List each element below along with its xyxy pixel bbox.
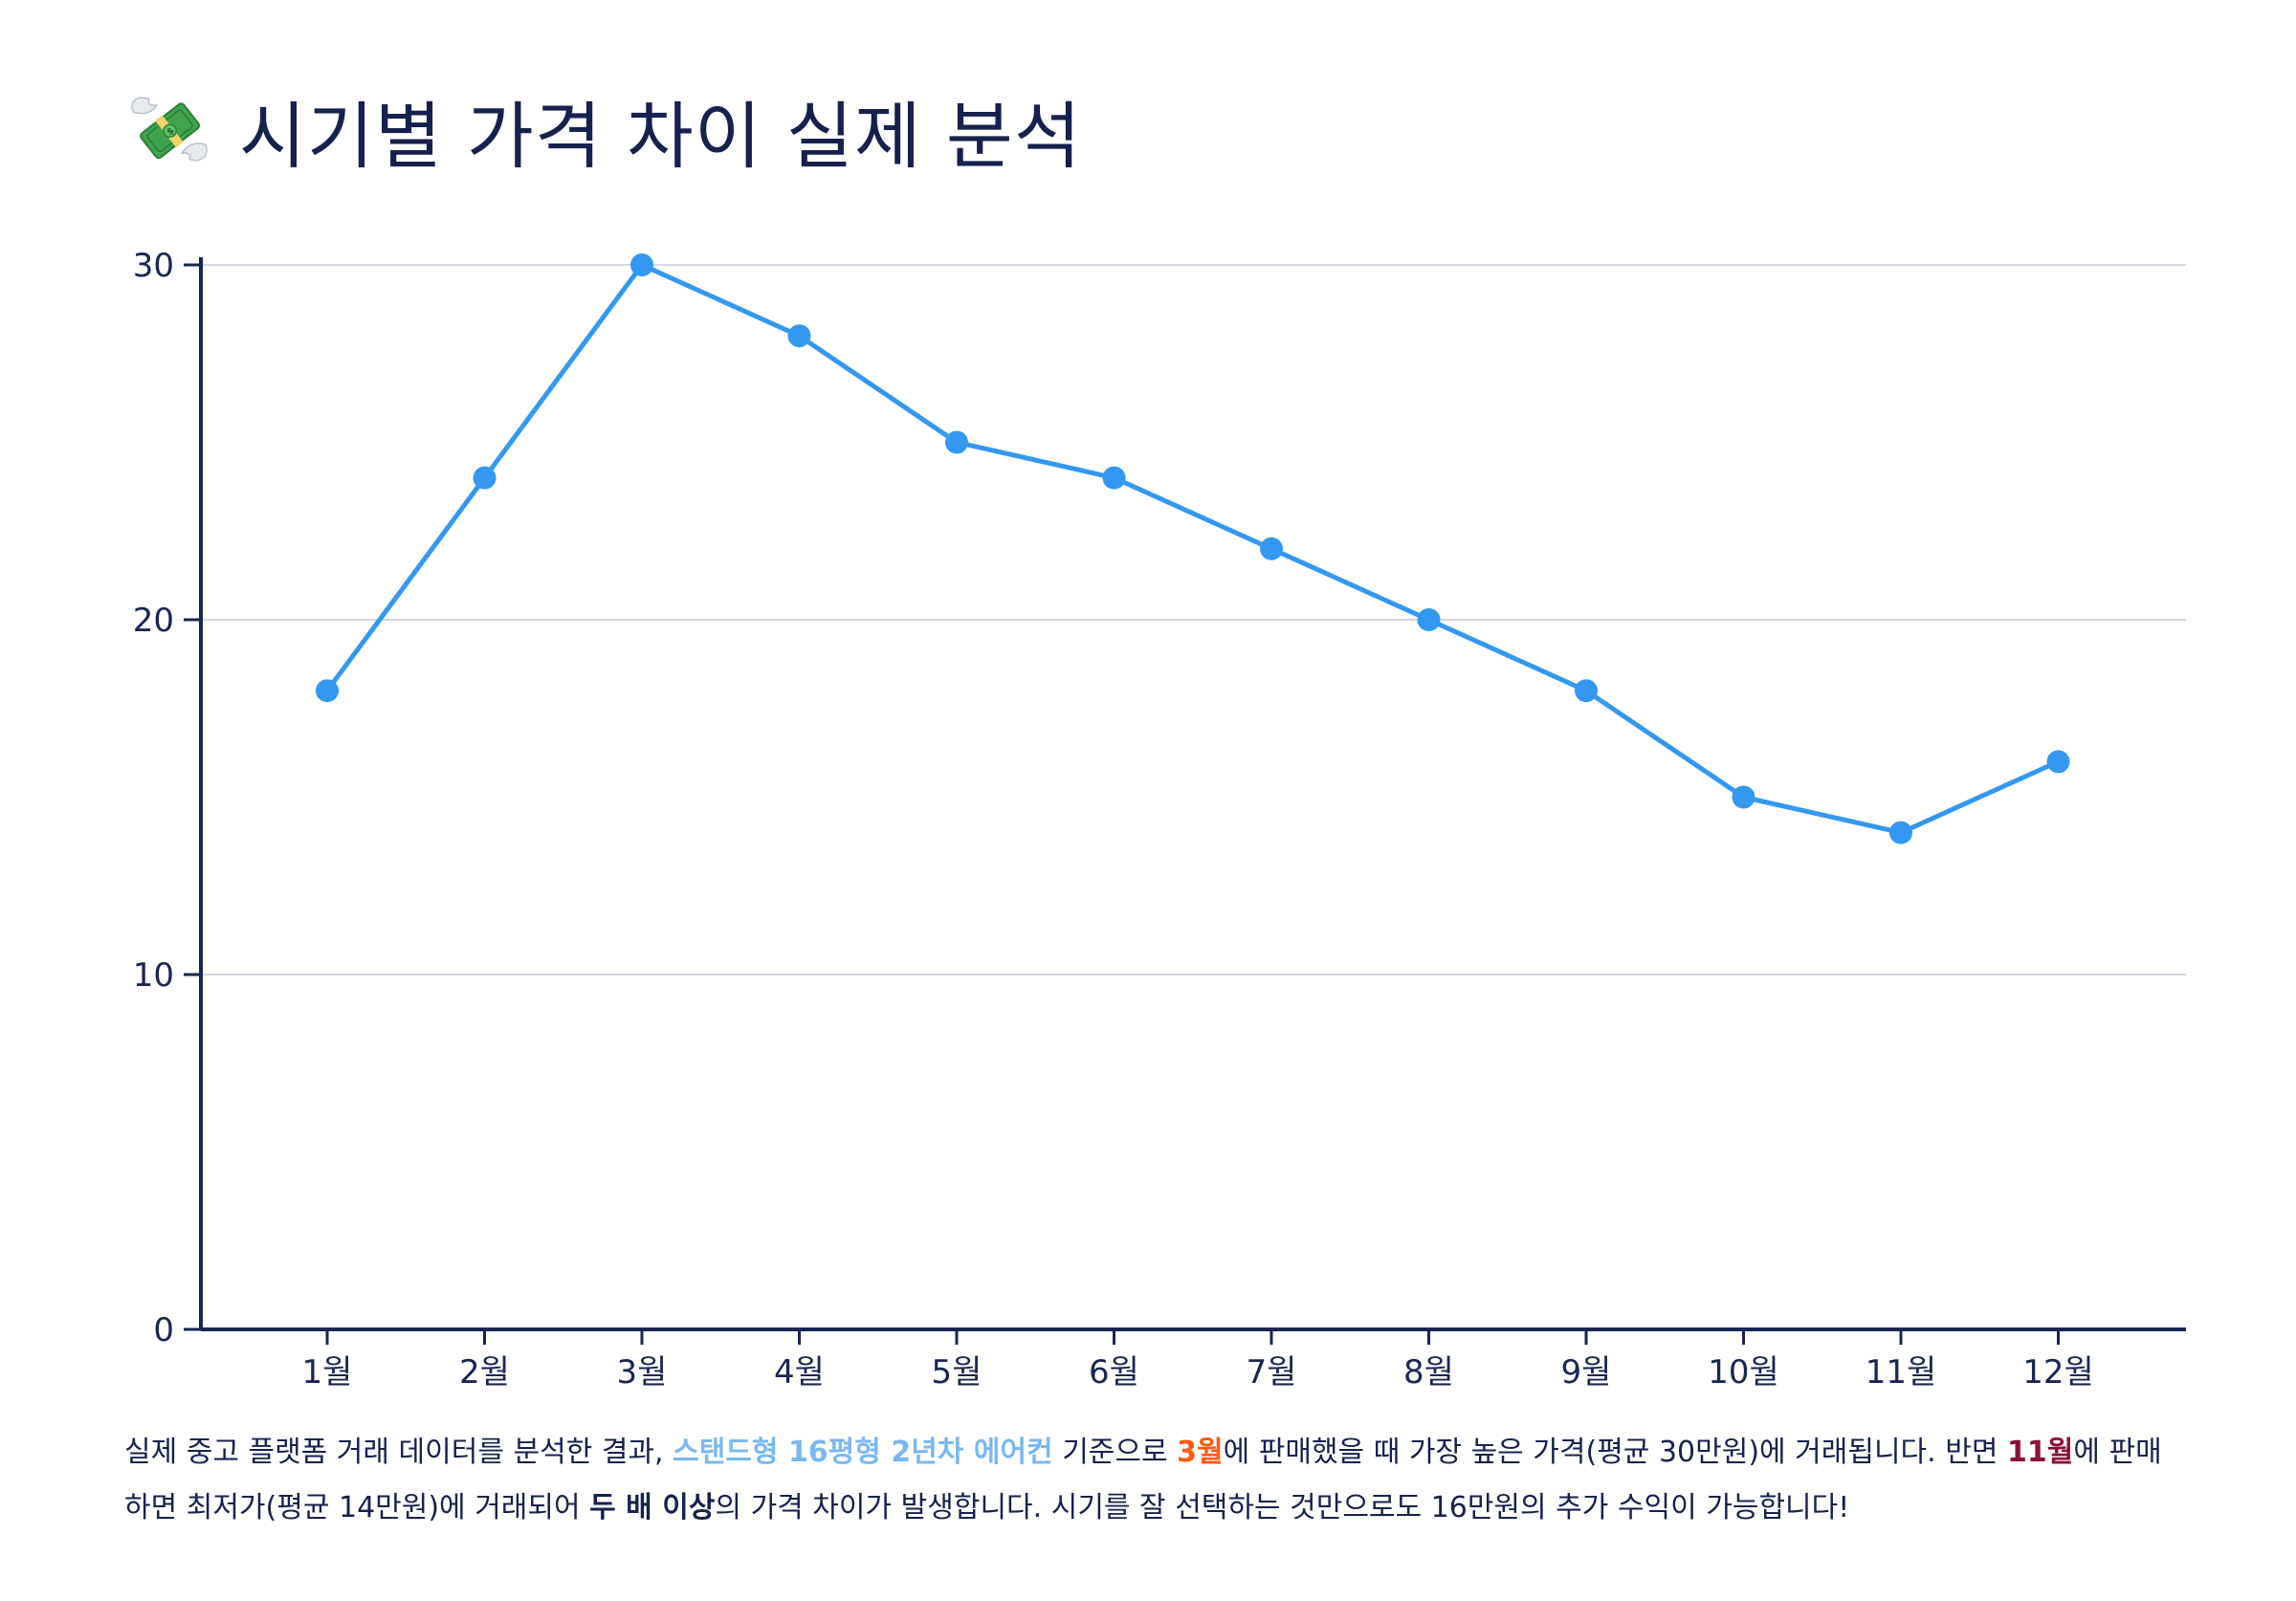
data-point-10월 [1732,785,1755,809]
caption-text-1: 실제 중고 플랫폼 거래 데이터를 분석한 결과, [124,1436,673,1469]
y-tick-label-10: 10 [133,956,174,995]
grid-lines [201,264,2186,976]
y-tick-label-30: 30 [133,247,174,285]
data-point-7월 [1260,537,1283,560]
caption-text-5: 의 가격 차이가 발생합니다. 시기를 잘 선택하는 것만으로도 16만원의 추… [715,1491,1850,1524]
analysis-caption: 실제 중고 플랫폼 거래 데이터를 분석한 결과, 스탠드형 16평형 2년차 … [124,1425,2181,1536]
data-point-8월 [1417,608,1441,631]
chart-title: $ 시기별 가격 차이 실제 분석 [124,82,1082,179]
axes [184,257,2186,1345]
x-tick-label-12: 12월 [2022,1353,2094,1392]
data-point-11월 [1889,821,1912,844]
data-point-9월 [1575,679,1598,703]
caption-high-month: 3월 [1177,1436,1224,1469]
y-tick-label-0: 0 [153,1311,174,1349]
data-point-6월 [1102,466,1126,490]
tick-labels: 0 10 20 30 1월 2월 3월 4월 5월 6월 7월 8월 9월 10월 11월 12월 [133,247,2094,1392]
caption-text-3: 에 판매했을 때 가장 높은 가격(평균 30만원)에 거래됩니다. 반면 [1223,1436,2007,1469]
caption-text-2: 기준으로 [1052,1436,1178,1469]
x-tick-label-10: 10월 [1708,1353,1779,1392]
data-point-4월 [787,324,811,348]
caption-product: 스탠드형 16평형 2년차 에어컨 [673,1436,1053,1469]
x-tick-label-4: 4월 [774,1353,825,1392]
data-point-12월 [2046,750,2070,774]
x-tick-label-5: 5월 [932,1353,982,1392]
x-tick-label-1: 1월 [302,1353,353,1392]
page-title: 시기별 가격 차이 실제 분석 [239,94,1082,179]
caption-low-month: 11월 [2006,1436,2074,1469]
x-tick-label-11: 11월 [1866,1353,1937,1392]
svg-text:$: $ [165,125,176,138]
y-tick-label-20: 20 [133,602,174,640]
x-tick-label-9: 9월 [1561,1353,1612,1392]
caption-emphasis: 두 배 이상 [589,1491,716,1524]
caption-text-4: 에 판매하면 최저가(평균 14만원)에 거래되어 [124,1436,2162,1524]
x-tick-label-3: 3월 [617,1353,668,1392]
x-tick-label-2: 2월 [459,1353,510,1392]
money-with-wings-icon: $ [131,97,208,162]
series-line-1 [324,262,2061,836]
x-tick-label-7: 7월 [1247,1353,1297,1392]
x-tick-label-8: 8월 [1403,1353,1454,1392]
data-point-3월 [630,253,653,276]
data-point-5월 [945,430,968,454]
series-layer [316,253,2070,844]
x-tick-label-6: 6월 [1089,1353,1139,1392]
data-point-2월 [473,466,497,490]
data-point-1월 [316,679,339,703]
